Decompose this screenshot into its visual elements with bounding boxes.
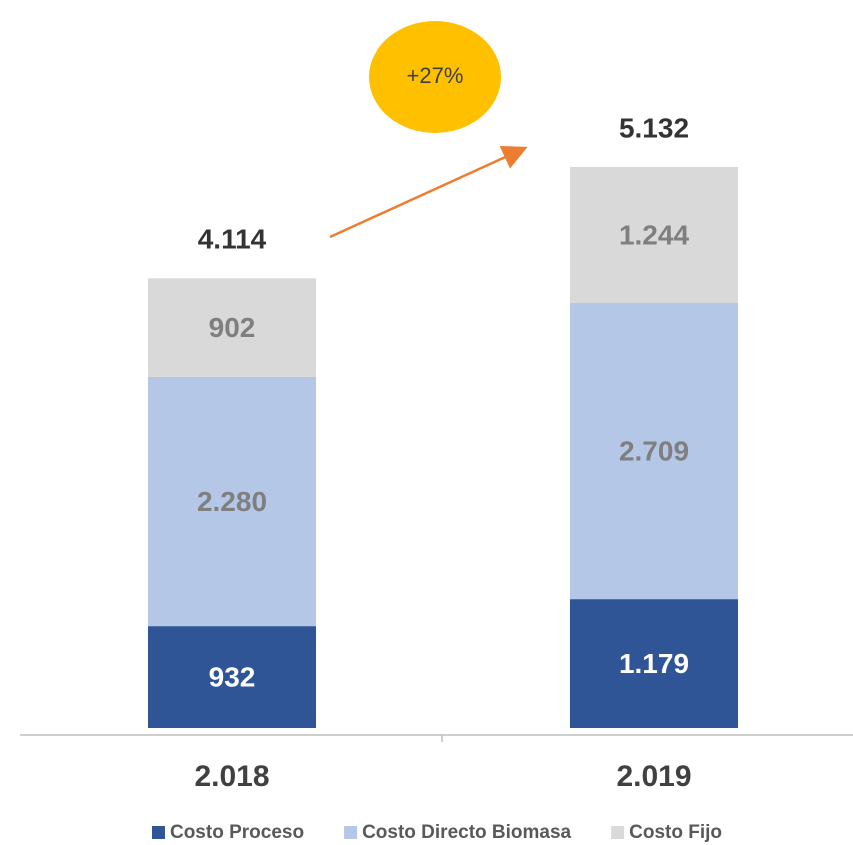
legend-label: Costo Fijo [629,822,722,843]
data-label: 1.244 [619,219,689,250]
bar-segment [570,167,738,303]
legend-label: Costo Directo Biomasa [362,822,571,843]
bar-segment [148,278,316,377]
legend-swatch [151,826,165,839]
legend-swatch [611,826,625,839]
growth-arrow [329,145,528,239]
data-label: 932 [209,661,256,692]
data-label: 1.179 [619,648,689,679]
x-tick-label: 2.019 [616,760,691,793]
legend-label: Costo Proceso [170,822,304,843]
total-label: 5.132 [619,112,689,143]
legend-swatch [344,826,358,839]
bar-segment [148,376,316,627]
data-label: 902 [209,312,256,343]
annotation: +27% [407,63,464,88]
bar-segment [570,302,738,600]
x-tick-label: 2.018 [194,760,269,793]
data-label: 2.709 [619,435,689,466]
bar-segment [570,599,738,728]
total-label: 4.114 [198,224,267,255]
bar-segment [148,626,316,728]
annotation-bubble [369,21,501,133]
data-label: 2.280 [197,486,267,517]
